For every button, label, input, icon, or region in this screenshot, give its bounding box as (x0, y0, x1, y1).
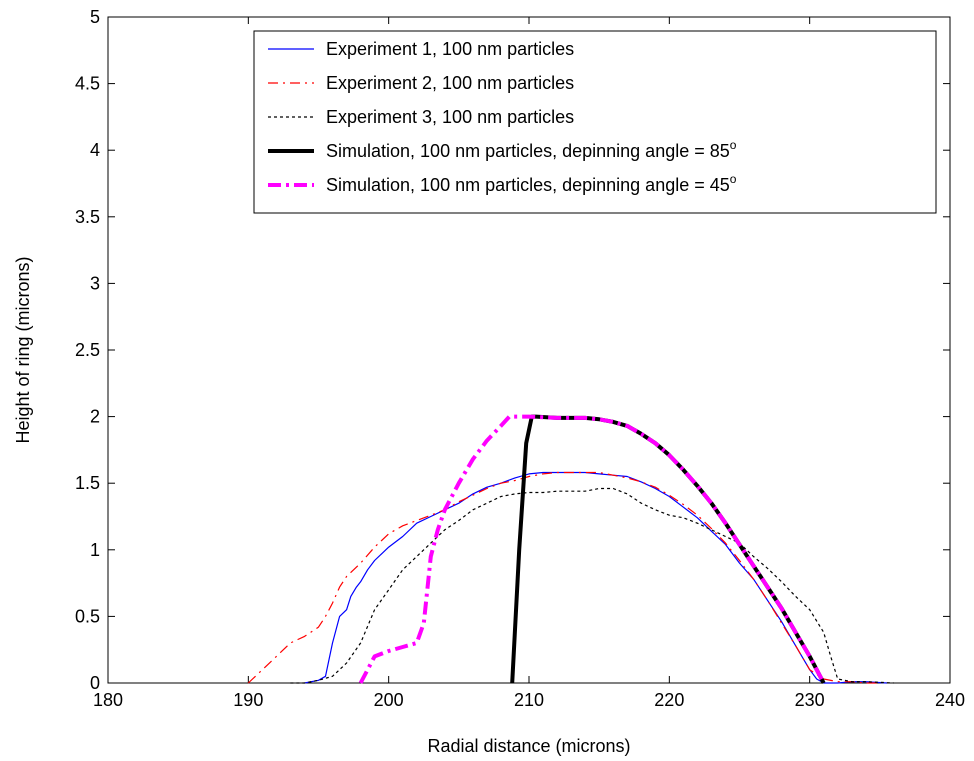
legend-label-1: Experiment 1, 100 nm particles (326, 39, 574, 59)
legend-label-2: Experiment 2, 100 nm particles (326, 73, 574, 93)
x-tick-label: 180 (93, 690, 123, 710)
y-tick-label: 1 (90, 540, 100, 560)
x-axis-label: Radial distance (microns) (427, 736, 630, 756)
y-tick-label: 2.5 (75, 340, 100, 360)
legend-label-4: Simulation, 100 nm particles, depinning … (326, 138, 737, 161)
series-line-2 (247, 471, 880, 684)
x-tick-label: 230 (795, 690, 825, 710)
y-tick-label: 4 (90, 140, 100, 160)
x-tick-label: 190 (233, 690, 263, 710)
y-tick-label: 3 (90, 273, 100, 293)
y-tick-label: 1.5 (75, 473, 100, 493)
y-tick-label: 2 (90, 407, 100, 427)
legend-label-3: Experiment 3, 100 nm particles (326, 107, 574, 127)
legend-box (253, 30, 937, 214)
x-tick-label: 210 (514, 690, 544, 710)
series-line-3 (290, 487, 894, 684)
y-tick-label: 3.5 (75, 207, 100, 227)
y-axis-label: Height of ring (microns) (13, 256, 33, 443)
legend: Experiment 1, 100 nm particles Experiment… (253, 30, 937, 214)
x-tick-label: 240 (935, 690, 965, 710)
y-tick-label: 0.5 (75, 606, 100, 626)
y-tick-label: 5 (90, 7, 100, 27)
x-tick-label: 220 (654, 690, 684, 710)
x-tick-label: 200 (374, 690, 404, 710)
series-line-5 (358, 414, 826, 684)
y-tick-label: 4.5 (75, 74, 100, 94)
y-tick-label: 0 (90, 673, 100, 693)
axis-ticks: 180 190 200 210 220 230 240 0 0.5 1 1.5 2 2.5 3 3.5 4 4.… (75, 7, 965, 710)
series-layer (247, 414, 894, 684)
legend-label-5: Simulation, 100 nm particles, depinning … (326, 172, 737, 195)
